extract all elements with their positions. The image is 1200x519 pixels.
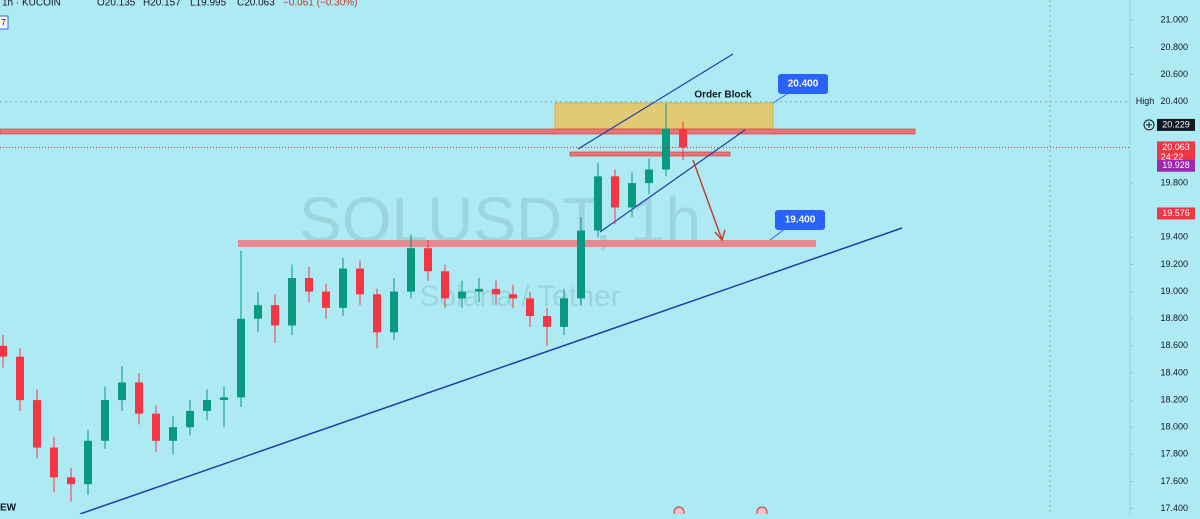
callout-box (775, 210, 825, 230)
price-tag-label: 20.229 (1162, 119, 1190, 129)
price-tag (1157, 141, 1195, 164)
plus-icon (1146, 121, 1152, 128)
candle-body (628, 183, 636, 208)
arrow (692, 159, 726, 242)
resistance-line (0, 128, 916, 135)
y-tick-label: 21.000 (1160, 15, 1188, 25)
y-tick-label: 19.800 (1160, 177, 1188, 187)
callout-label: 20.400 (788, 79, 819, 90)
price-tag-label: 19.576 (1162, 208, 1190, 218)
candle-body (220, 397, 228, 401)
candle-body (356, 268, 364, 295)
y-tick-label: 18.200 (1160, 394, 1188, 404)
candle-body (611, 176, 619, 208)
candle-body (560, 298, 568, 327)
y-tick-label: 20.600 (1160, 69, 1188, 79)
candle-body (305, 278, 313, 292)
y-tick-label: 20.800 (1160, 42, 1188, 52)
candle-body (50, 447, 58, 478)
candle-body (679, 128, 687, 148)
tag-name: High (1136, 96, 1155, 106)
candle-body (390, 291, 398, 333)
candle-body (339, 268, 347, 308)
candle-body (475, 288, 483, 292)
y-tick-label: 18.400 (1160, 367, 1188, 377)
candle-body (152, 413, 160, 441)
y-tick-label: 19.000 (1160, 286, 1188, 296)
candle-body (407, 248, 415, 292)
event-icon[interactable] (756, 506, 768, 518)
price-tag (1157, 207, 1195, 220)
candle-body (237, 318, 245, 398)
price-axis: 21.000 20.800 20.600 19.800 19.400 19.200 19.0… (1130, 15, 1188, 513)
candle-body (288, 278, 296, 326)
y-tick-label: 19.400 (1160, 232, 1188, 242)
level-line (569, 151, 731, 157)
candle-body (101, 400, 109, 441)
candle-body (577, 230, 585, 299)
callout-box (778, 74, 828, 94)
order-block-label: Order Block (694, 90, 752, 101)
candles (0, 104, 687, 502)
candle-body (441, 271, 449, 299)
y-tick-label: 18.600 (1160, 340, 1188, 350)
candle-body (67, 477, 75, 485)
candle-body (186, 410, 194, 428)
ohlc-close: C20.063 (237, 0, 275, 9)
candle-body (662, 128, 670, 170)
candle-body (492, 288, 500, 295)
price-tag-label: 19.928 (1162, 160, 1190, 170)
bottom-left-label: EW (0, 503, 17, 514)
ohlc-high: H20.157 (143, 0, 181, 9)
price-tag-label: 20.063 (1162, 142, 1190, 152)
candle-body (424, 248, 432, 272)
event-icon[interactable] (673, 506, 685, 518)
candle-body (373, 294, 381, 333)
candle-body (203, 400, 211, 411)
candle-body (543, 315, 551, 327)
trend-line (79, 227, 903, 515)
y-tick-label: 17.800 (1160, 449, 1188, 459)
badge[interactable] (0, 15, 9, 30)
watermark-subtitle: Solana / Tether (419, 280, 620, 313)
candle-body (322, 291, 330, 308)
ohlc-low: L19.995 (190, 0, 227, 9)
price-tag (1157, 118, 1195, 131)
y-tick-label: 19.200 (1160, 259, 1188, 269)
symbol: 1h · KUCOIN (2, 0, 61, 9)
candle-body (509, 294, 517, 299)
candle-body (645, 169, 653, 184)
support-zone (238, 240, 816, 247)
y-tick-label: 18.800 (1160, 313, 1188, 323)
candle-body (254, 305, 262, 319)
candle-body (16, 356, 24, 401)
callout-label: 19.400 (785, 215, 816, 226)
y-tick-label: 17.600 (1160, 476, 1188, 486)
price-tag-label: 20.400 (1160, 96, 1188, 106)
candle-body (84, 440, 92, 485)
candle-body (169, 427, 177, 441)
candle-body (458, 291, 466, 299)
candle-body (33, 400, 41, 448)
add-alert-button[interactable] (1143, 119, 1155, 131)
price-tag (1157, 159, 1195, 172)
candle-body (0, 345, 7, 357)
order-block-zone (554, 102, 774, 130)
candle-body (594, 176, 602, 231)
candle-body (135, 382, 143, 414)
y-tick-label: 17.400 (1160, 503, 1188, 513)
countdown: 24:22 (1161, 152, 1184, 162)
candle-body (271, 305, 279, 326)
y-tick-label: 18.000 (1160, 422, 1188, 432)
badge-label: 7 (1, 17, 6, 27)
ohlc-open: O20.135 (97, 0, 136, 9)
candle-body (526, 298, 534, 316)
candle-body (118, 382, 126, 401)
ohlc-change: −0.061 (−0.30%) (283, 0, 358, 9)
